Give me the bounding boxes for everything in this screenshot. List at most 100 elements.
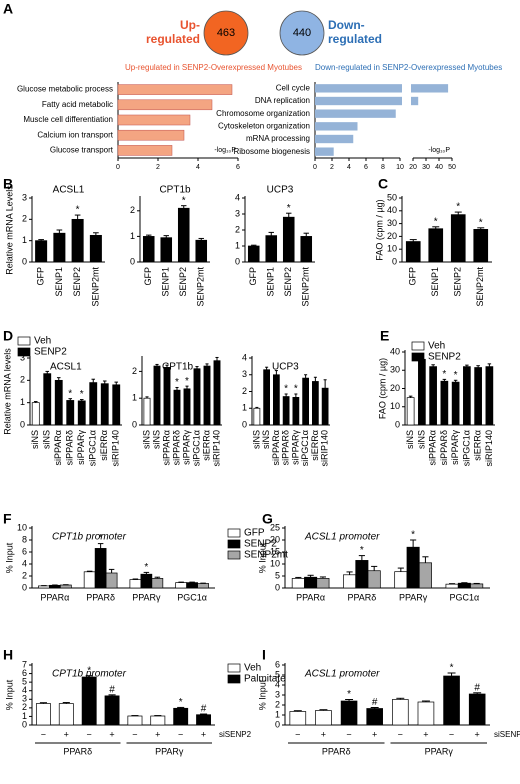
x-tick-label: 30 (422, 164, 430, 171)
bar (129, 579, 142, 589)
legend-swatch (227, 528, 241, 538)
group-label: PPARγ (425, 746, 454, 756)
y-tick-label: 5 (275, 669, 280, 679)
bar (53, 232, 66, 263)
y-tick-label: 2 (235, 224, 240, 234)
y-tick-label: 5 (22, 677, 27, 687)
category-label: Fatty acid metabolic (42, 100, 113, 109)
axis-break (402, 95, 411, 107)
y-tick-label: 3 (22, 694, 27, 704)
bar (142, 236, 155, 263)
panel-letter: A (3, 1, 13, 17)
bar (316, 578, 330, 589)
y-tick-label: 2 (20, 375, 25, 385)
bar (54, 379, 63, 426)
y-tick-label: 1 (20, 397, 25, 407)
group-label: PPARγ (155, 746, 184, 756)
category-label: Chromosome organization (216, 109, 310, 118)
bar (58, 703, 74, 726)
bar (443, 675, 460, 726)
bar (117, 145, 173, 156)
panel-letter: I (262, 647, 266, 663)
bar (473, 229, 489, 263)
x-tick-label: 10 (396, 164, 404, 171)
category-label: PPARα (40, 592, 69, 602)
y-tick-label: 4 (22, 685, 27, 695)
category-label: GFP (408, 267, 418, 286)
y-tick-label: 20 (387, 231, 397, 241)
y-axis-label: % Input (4, 679, 14, 710)
category-label: + (423, 729, 428, 739)
category-label: siPPARγ (181, 430, 191, 465)
y-tick-label: 30 (387, 218, 397, 228)
panel-letter: F (3, 511, 12, 527)
y-tick-label: 0 (22, 719, 27, 729)
bar (428, 228, 444, 263)
category-label: mRNA processing (246, 134, 310, 143)
y-tick-label: 1 (235, 240, 240, 250)
y-axis-label: % Input (257, 679, 267, 710)
bar (177, 207, 190, 263)
x-axis-label: siSENP2 (219, 730, 252, 739)
bar (38, 585, 50, 589)
category-label: + (475, 729, 480, 739)
category-label: siPPARδ (439, 430, 449, 465)
y-axis-label: % Input (4, 542, 14, 573)
bar (117, 84, 233, 95)
bar (282, 216, 295, 263)
category-label: SENP2 (283, 267, 293, 297)
group-label: PPARδ (322, 746, 351, 756)
category-label: siPPARα (161, 430, 171, 466)
significance-mark: * (87, 665, 91, 676)
bar (35, 703, 51, 726)
y-tick-label: 50 (387, 192, 397, 202)
x-tick-label: 6 (364, 164, 368, 171)
x-tick-label: 8 (381, 164, 385, 171)
y-tick-label: 0 (242, 419, 247, 429)
panel-letter: B (3, 176, 13, 192)
legend-swatch (17, 336, 31, 346)
x-tick-label: 6 (236, 164, 240, 171)
bar (49, 584, 61, 589)
bar (474, 367, 482, 426)
category-label: siNS (151, 430, 161, 449)
category-label: SENP2 (72, 267, 82, 297)
bar (140, 573, 153, 589)
significance-mark: * (68, 388, 72, 399)
y-tick-label: 0 (130, 256, 135, 266)
category-label: − (346, 729, 351, 739)
panel-letter: E (380, 328, 389, 344)
bar (77, 400, 86, 426)
set-count: 463 (217, 27, 235, 39)
category-label: PGC1α (450, 592, 480, 602)
category-label: siERRα (201, 430, 211, 461)
bar (89, 382, 98, 426)
y-tick-label: 3 (22, 192, 27, 202)
significance-mark: * (450, 663, 454, 674)
panel-letter: H (3, 647, 13, 663)
y-tick-label: 40 (387, 205, 397, 215)
category-label: siPPARα (428, 430, 438, 466)
category-label: SENP2mt (90, 267, 100, 307)
bar (304, 576, 318, 589)
bar (450, 214, 466, 263)
legend-label: SENP2mt (244, 550, 288, 561)
legend-swatch (227, 539, 241, 549)
category-label: siRIP140 (111, 430, 121, 467)
set-label: regulated (328, 32, 382, 46)
y-tick-label: 1 (132, 393, 137, 403)
y-tick-label: 1 (275, 709, 280, 719)
category-label: siNS (42, 430, 52, 449)
y-tick-label: 5 (275, 570, 280, 580)
category-label: PPARγ (399, 592, 428, 602)
category-label: siPGC1α (300, 430, 310, 466)
bar (418, 562, 432, 589)
bar (163, 367, 171, 426)
y-axis-label: Relative mRNA Levels (4, 185, 14, 275)
category-label: siPPARδ (281, 430, 291, 465)
bar (213, 360, 221, 426)
bar (355, 560, 369, 589)
category-label: siNS (405, 430, 415, 449)
x-tick-label: 2 (330, 164, 334, 171)
